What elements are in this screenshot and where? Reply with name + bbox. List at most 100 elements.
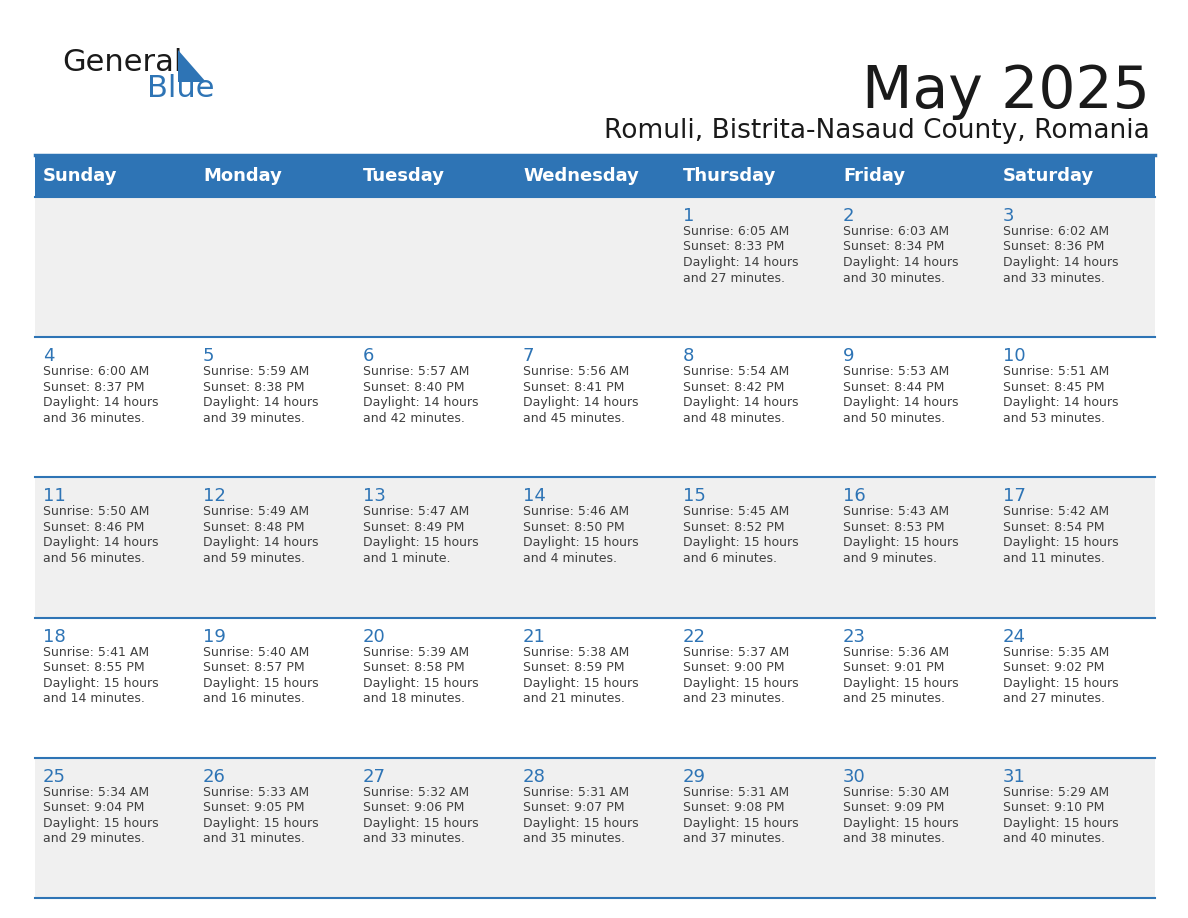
Text: and 39 minutes.: and 39 minutes. (203, 411, 305, 425)
Text: Daylight: 14 hours: Daylight: 14 hours (1003, 397, 1118, 409)
Text: Daylight: 15 hours: Daylight: 15 hours (843, 536, 959, 549)
Text: Sunset: 9:10 PM: Sunset: 9:10 PM (1003, 801, 1105, 814)
Text: Daylight: 15 hours: Daylight: 15 hours (843, 817, 959, 830)
Text: and 48 minutes.: and 48 minutes. (683, 411, 785, 425)
Text: Sunset: 8:38 PM: Sunset: 8:38 PM (203, 381, 304, 394)
Text: and 50 minutes.: and 50 minutes. (843, 411, 946, 425)
Text: Daylight: 15 hours: Daylight: 15 hours (364, 817, 479, 830)
Text: and 40 minutes.: and 40 minutes. (1003, 833, 1105, 845)
Text: and 37 minutes.: and 37 minutes. (683, 833, 785, 845)
Text: Daylight: 15 hours: Daylight: 15 hours (43, 677, 159, 689)
Text: Sunrise: 5:47 AM: Sunrise: 5:47 AM (364, 506, 469, 519)
Bar (34, 155, 195, 197)
Text: Daylight: 14 hours: Daylight: 14 hours (843, 397, 959, 409)
Text: and 27 minutes.: and 27 minutes. (683, 272, 785, 285)
Text: Sunrise: 5:37 AM: Sunrise: 5:37 AM (683, 645, 789, 658)
Text: Thursday: Thursday (683, 167, 777, 185)
Text: and 4 minutes.: and 4 minutes. (523, 552, 617, 565)
Text: Daylight: 15 hours: Daylight: 15 hours (364, 536, 479, 549)
Text: Sunset: 9:09 PM: Sunset: 9:09 PM (843, 801, 944, 814)
Text: Daylight: 14 hours: Daylight: 14 hours (683, 256, 798, 269)
Bar (195, 757, 355, 898)
Polygon shape (178, 50, 206, 82)
Bar (996, 757, 1155, 898)
Text: Monday: Monday (203, 167, 282, 185)
Text: 9: 9 (843, 347, 854, 365)
Text: Sunset: 8:41 PM: Sunset: 8:41 PM (523, 381, 625, 394)
Text: Daylight: 14 hours: Daylight: 14 hours (203, 536, 318, 549)
Text: Sunrise: 5:33 AM: Sunrise: 5:33 AM (203, 786, 309, 799)
Bar (835, 155, 996, 197)
Text: and 21 minutes.: and 21 minutes. (523, 692, 625, 705)
Text: Daylight: 15 hours: Daylight: 15 hours (523, 677, 639, 689)
Bar (34, 618, 195, 757)
Text: 24: 24 (1003, 628, 1026, 645)
Text: Sunset: 8:55 PM: Sunset: 8:55 PM (43, 661, 145, 674)
Text: Daylight: 15 hours: Daylight: 15 hours (364, 677, 479, 689)
Text: 31: 31 (1003, 767, 1026, 786)
Bar (835, 477, 996, 618)
Text: Daylight: 14 hours: Daylight: 14 hours (1003, 256, 1118, 269)
Text: Daylight: 15 hours: Daylight: 15 hours (523, 536, 639, 549)
Text: 20: 20 (364, 628, 386, 645)
Text: 12: 12 (203, 487, 226, 506)
Text: Daylight: 15 hours: Daylight: 15 hours (203, 817, 318, 830)
Text: and 6 minutes.: and 6 minutes. (683, 552, 777, 565)
Bar (355, 757, 516, 898)
Text: Sunset: 9:05 PM: Sunset: 9:05 PM (203, 801, 304, 814)
Text: Daylight: 14 hours: Daylight: 14 hours (43, 536, 158, 549)
Text: and 29 minutes.: and 29 minutes. (43, 833, 145, 845)
Text: Sunrise: 5:53 AM: Sunrise: 5:53 AM (843, 365, 949, 378)
Text: Sunrise: 5:36 AM: Sunrise: 5:36 AM (843, 645, 949, 658)
Text: Sunrise: 5:54 AM: Sunrise: 5:54 AM (683, 365, 789, 378)
Bar (195, 337, 355, 477)
Text: General: General (62, 48, 183, 77)
Text: Sunrise: 5:38 AM: Sunrise: 5:38 AM (523, 645, 630, 658)
Bar (34, 757, 195, 898)
Text: Sunset: 8:59 PM: Sunset: 8:59 PM (523, 661, 625, 674)
Text: and 33 minutes.: and 33 minutes. (364, 833, 465, 845)
Text: Daylight: 15 hours: Daylight: 15 hours (43, 817, 159, 830)
Text: and 53 minutes.: and 53 minutes. (1003, 411, 1105, 425)
Bar (34, 197, 195, 337)
Text: Sunrise: 5:35 AM: Sunrise: 5:35 AM (1003, 645, 1110, 658)
Text: and 1 minute.: and 1 minute. (364, 552, 450, 565)
Text: Daylight: 14 hours: Daylight: 14 hours (523, 397, 638, 409)
Text: Daylight: 15 hours: Daylight: 15 hours (1003, 817, 1119, 830)
Text: Sunrise: 5:42 AM: Sunrise: 5:42 AM (1003, 506, 1110, 519)
Text: 3: 3 (1003, 207, 1015, 225)
Bar (516, 197, 675, 337)
Bar (355, 618, 516, 757)
Text: Saturday: Saturday (1003, 167, 1094, 185)
Text: 13: 13 (364, 487, 386, 506)
Bar (355, 155, 516, 197)
Text: Sunset: 9:02 PM: Sunset: 9:02 PM (1003, 661, 1105, 674)
Text: and 30 minutes.: and 30 minutes. (843, 272, 944, 285)
Text: Sunset: 8:45 PM: Sunset: 8:45 PM (1003, 381, 1105, 394)
Bar (835, 618, 996, 757)
Text: 23: 23 (843, 628, 866, 645)
Text: and 9 minutes.: and 9 minutes. (843, 552, 937, 565)
Text: Daylight: 15 hours: Daylight: 15 hours (683, 677, 798, 689)
Text: Tuesday: Tuesday (364, 167, 446, 185)
Text: and 25 minutes.: and 25 minutes. (843, 692, 944, 705)
Text: Sunset: 9:04 PM: Sunset: 9:04 PM (43, 801, 145, 814)
Text: Sunset: 9:08 PM: Sunset: 9:08 PM (683, 801, 784, 814)
Text: 16: 16 (843, 487, 866, 506)
Text: 18: 18 (43, 628, 65, 645)
Text: Sunrise: 5:56 AM: Sunrise: 5:56 AM (523, 365, 630, 378)
Text: Sunset: 8:40 PM: Sunset: 8:40 PM (364, 381, 465, 394)
Text: Sunrise: 5:46 AM: Sunrise: 5:46 AM (523, 506, 630, 519)
Text: Sunset: 9:00 PM: Sunset: 9:00 PM (683, 661, 784, 674)
Text: Sunrise: 5:31 AM: Sunrise: 5:31 AM (523, 786, 630, 799)
Text: and 11 minutes.: and 11 minutes. (1003, 552, 1105, 565)
Text: 26: 26 (203, 767, 226, 786)
Text: Daylight: 15 hours: Daylight: 15 hours (523, 817, 639, 830)
Bar (996, 337, 1155, 477)
Text: Daylight: 14 hours: Daylight: 14 hours (203, 397, 318, 409)
Text: Daylight: 15 hours: Daylight: 15 hours (203, 677, 318, 689)
Bar (835, 337, 996, 477)
Bar (34, 477, 195, 618)
Text: Romuli, Bistrita-Nasaud County, Romania: Romuli, Bistrita-Nasaud County, Romania (605, 118, 1150, 144)
Text: Sunset: 8:42 PM: Sunset: 8:42 PM (683, 381, 784, 394)
